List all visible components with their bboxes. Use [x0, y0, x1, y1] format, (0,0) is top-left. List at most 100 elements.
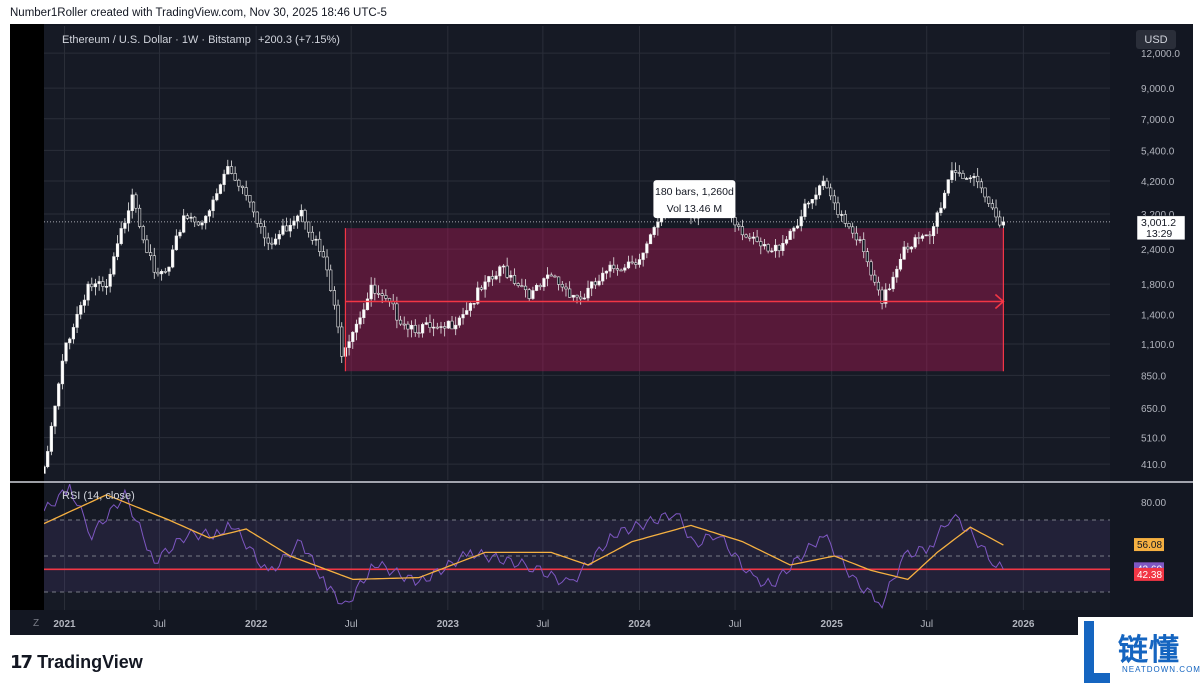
candle-body: [586, 287, 590, 299]
candle-body: [851, 226, 855, 234]
price-pane[interactable]: [44, 26, 1110, 480]
candle-body: [825, 180, 829, 189]
candle-body: [318, 238, 322, 252]
candle-body: [446, 320, 450, 329]
candle-body: [237, 179, 241, 187]
candle-body: [211, 199, 215, 212]
candle-body: [108, 273, 112, 287]
candle-body: [479, 287, 484, 290]
candle-body: [527, 289, 531, 299]
price-tick-label: 12,000.0: [1141, 49, 1180, 60]
candle-body: [560, 284, 564, 288]
candle-body: [858, 239, 862, 241]
candle-body: [277, 234, 281, 240]
tradingview-brand: TradingView: [37, 651, 143, 672]
candle-body: [160, 271, 164, 275]
price-tick-label: 2,400.0: [1141, 245, 1175, 256]
candle-body: [428, 322, 432, 328]
rsi-ma-line: [44, 494, 1004, 581]
candle-body: [597, 280, 601, 286]
candle-body: [465, 310, 469, 315]
candle-body: [873, 274, 877, 283]
price-tick-label: 7,000.0: [1141, 115, 1175, 126]
time-tick-label: Jul: [345, 619, 358, 630]
candle-body: [854, 232, 858, 241]
candle-body: [490, 276, 495, 280]
price-axis-panel[interactable]: [1110, 26, 1193, 480]
candle-body: [626, 261, 631, 269]
currency-label: USD: [1144, 34, 1167, 46]
countdown-label: 13:29: [1146, 228, 1172, 240]
candle-body: [365, 298, 370, 311]
currency-button[interactable]: [1136, 30, 1176, 49]
candle-body: [814, 194, 818, 200]
neatdown-watermark: 链懂 NEATDOWN.COM: [1078, 617, 1200, 687]
candle-body: [97, 281, 101, 284]
candle-body: [575, 294, 579, 298]
candle-body: [362, 309, 366, 319]
price-change: +200.3 (+7.15%): [258, 34, 340, 46]
candle-body: [358, 317, 362, 325]
candle-body: [439, 326, 443, 328]
candle-body: [781, 243, 785, 251]
candle-body: [777, 244, 781, 251]
candle-body: [818, 185, 822, 196]
last-price-label: 3,001.2: [1141, 217, 1176, 229]
candle-body: [582, 297, 586, 300]
candle-body: [887, 288, 892, 291]
candle-body: [325, 256, 329, 271]
candle-body: [450, 320, 454, 330]
candle-body: [593, 281, 597, 286]
candle-body: [472, 303, 476, 305]
price-tick-label: 9,000.0: [1141, 84, 1175, 95]
candle-body: [251, 201, 256, 213]
time-tick-label: Jul: [536, 619, 549, 630]
time-axis-panel[interactable]: [10, 610, 1193, 635]
candle-body: [409, 324, 414, 330]
candle-body: [126, 210, 131, 224]
candle-body: [273, 238, 278, 245]
candle-body: [137, 207, 142, 227]
candle-body: [321, 251, 325, 258]
candle-body: [171, 249, 175, 268]
candle-body: [740, 226, 745, 236]
candle-body: [182, 215, 186, 233]
candle-body: [369, 284, 373, 300]
rsi-layer: [44, 484, 1110, 609]
candle-body: [395, 303, 399, 321]
watermark-cn-text: 链懂: [1118, 633, 1180, 668]
range-lines-layer: [344, 228, 1005, 372]
candle-body: [123, 222, 127, 229]
candle-body: [145, 239, 149, 253]
candle-body: [538, 284, 542, 288]
tradingview-logo[interactable]: 17 TradingView: [10, 650, 143, 674]
timezone-icon[interactable]: Z: [33, 618, 39, 629]
candle-body: [90, 283, 94, 288]
candle-body: [454, 324, 458, 330]
candle-body: [115, 243, 120, 257]
candle-body: [336, 304, 340, 328]
candle-body: [476, 287, 480, 304]
candle-body: [259, 223, 263, 228]
candle-body: [737, 224, 741, 227]
candle-body: [832, 195, 836, 204]
candle-body: [347, 341, 351, 348]
candle-body: [957, 172, 961, 174]
candle-body: [821, 180, 825, 187]
candle-body: [557, 276, 561, 285]
candle-body: [770, 250, 774, 253]
candle-body: [406, 323, 410, 330]
candle-body: [983, 187, 987, 198]
time-tick-label: 2023: [437, 619, 460, 630]
candle-body: [990, 203, 994, 209]
candle-body: [806, 202, 811, 205]
candle-body: [255, 211, 259, 224]
candle-body: [262, 226, 267, 239]
candle-body: [788, 230, 792, 240]
candle-body: [86, 283, 90, 301]
rsi-line: [44, 484, 1004, 609]
candle-body: [329, 269, 333, 291]
candle-body: [141, 226, 145, 241]
candle-body: [759, 241, 763, 247]
